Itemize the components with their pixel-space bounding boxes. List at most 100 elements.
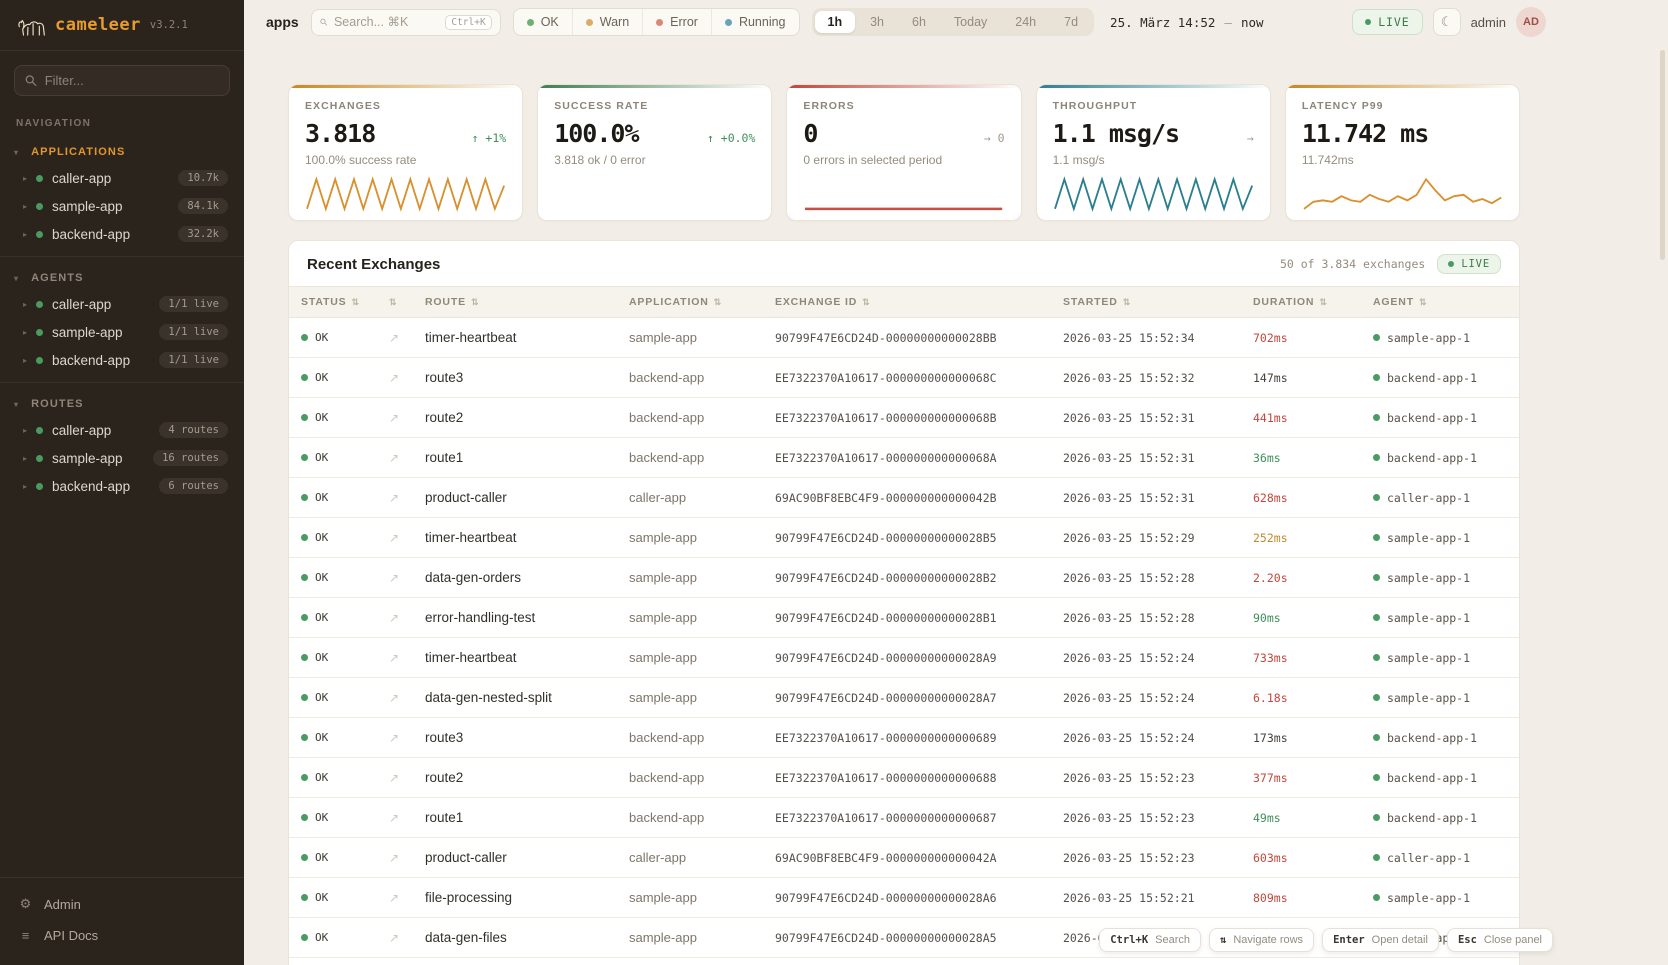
status-filter-running[interactable]: Running: [711, 9, 799, 35]
chevron-right-icon[interactable]: ▸: [23, 300, 27, 309]
expand-row-icon[interactable]: ↗: [389, 491, 425, 505]
chevron-right-icon[interactable]: ▸: [23, 328, 27, 337]
column-header-duration[interactable]: DURATION⇅: [1253, 296, 1373, 308]
time-range-display[interactable]: 25. März 14:52 — now: [1110, 15, 1263, 30]
sort-icon[interactable]: ⇅: [471, 297, 479, 308]
time-range-1h[interactable]: 1h: [815, 11, 856, 33]
table-row[interactable]: OK↗route2backend-appEE7322370A10617-0000…: [289, 758, 1519, 798]
column-header-application[interactable]: APPLICATION⇅: [629, 296, 775, 308]
chevron-down-icon[interactable]: ▾: [14, 400, 19, 409]
sort-icon[interactable]: ⇅: [1319, 297, 1327, 308]
column-header-agent[interactable]: AGENT⇅: [1373, 296, 1519, 308]
scrollbar-thumb[interactable]: [1660, 50, 1665, 260]
status-filter-warn[interactable]: Warn: [572, 9, 642, 35]
table-live-badge[interactable]: LIVE: [1437, 254, 1501, 274]
sidebar-section-header[interactable]: ▾AGENTS: [0, 263, 244, 290]
sidebar-item-backend-app[interactable]: ▸backend-app1/1 live: [0, 346, 244, 374]
time-range-today[interactable]: Today: [941, 11, 1000, 33]
expand-row-icon[interactable]: ↗: [389, 811, 425, 825]
chevron-down-icon[interactable]: ▾: [14, 148, 19, 157]
sidebar-item-sample-app[interactable]: ▸sample-app16 routes: [0, 444, 244, 472]
theme-toggle-button[interactable]: ☾: [1433, 8, 1461, 36]
table-row[interactable]: OK↗timer-heartbeatsample-app90799F47E6CD…: [289, 318, 1519, 358]
sidebar-filter[interactable]: [14, 65, 230, 96]
column-header-status[interactable]: STATUS⇅: [301, 296, 389, 308]
column-header-exchange-id[interactable]: EXCHANGE ID⇅: [775, 296, 1063, 308]
sort-icon[interactable]: ⇅: [389, 297, 397, 308]
expand-row-icon[interactable]: ↗: [389, 731, 425, 745]
table-row[interactable]: OK↗route2backend-appEE7322370A10617-0000…: [289, 398, 1519, 438]
sidebar-item-backend-app[interactable]: ▸backend-app32.2k: [0, 220, 244, 248]
sidebar-item-caller-app[interactable]: ▸caller-app10.7k: [0, 164, 244, 192]
table-row[interactable]: OK↗file-processingsample-app90799F47E6CD…: [289, 878, 1519, 918]
table-row[interactable]: OK↗product-callercaller-app69AC90BF8EBC4…: [289, 838, 1519, 878]
table-row[interactable]: OK↗timer-heartbeatsample-app90799F47E6CD…: [289, 518, 1519, 558]
live-toggle[interactable]: LIVE: [1352, 9, 1422, 35]
sort-icon[interactable]: ⇅: [714, 297, 722, 308]
table-row[interactable]: OK↗product-callercaller-app69AC90BF8EBC4…: [289, 478, 1519, 518]
sort-icon[interactable]: ⇅: [862, 297, 870, 308]
chevron-down-icon[interactable]: ▾: [14, 274, 19, 283]
table-row[interactable]: OK↗timer-heartbeatsample-app90799F47E6CD…: [289, 638, 1519, 678]
expand-row-icon[interactable]: ↗: [389, 571, 425, 585]
expand-row-icon[interactable]: ↗: [389, 651, 425, 665]
status-filter-ok[interactable]: OK: [514, 9, 572, 35]
column-header-started[interactable]: STARTED⇅: [1063, 296, 1253, 308]
expand-row-icon[interactable]: ↗: [389, 371, 425, 385]
expand-row-icon[interactable]: ↗: [389, 411, 425, 425]
expand-row-icon[interactable]: ↗: [389, 331, 425, 345]
sort-icon[interactable]: ⇅: [1419, 297, 1427, 308]
sidebar-section-header[interactable]: ▾APPLICATIONS: [0, 137, 244, 164]
topbar-right: LIVE ☾ admin AD: [1352, 7, 1546, 37]
duration-cell: 147ms: [1253, 371, 1373, 385]
user-name[interactable]: admin: [1471, 15, 1506, 30]
table-row[interactable]: OK↗route1backend-appEE7322370A10617-0000…: [289, 798, 1519, 838]
time-range-3h[interactable]: 3h: [857, 11, 897, 33]
expand-row-icon[interactable]: ↗: [389, 611, 425, 625]
chevron-right-icon[interactable]: ▸: [23, 454, 27, 463]
time-range-7d[interactable]: 7d: [1051, 11, 1091, 33]
shortcut-label: Close panel: [1484, 934, 1542, 946]
sidebar-item-sample-app[interactable]: ▸sample-app84.1k: [0, 192, 244, 220]
time-range-24h[interactable]: 24h: [1002, 11, 1049, 33]
sidebar-section-header[interactable]: ▾ROUTES: [0, 389, 244, 416]
chevron-right-icon[interactable]: ▸: [23, 356, 27, 365]
column-header-expand[interactable]: ⇅: [389, 297, 425, 308]
expand-row-icon[interactable]: ↗: [389, 771, 425, 785]
time-range-6h[interactable]: 6h: [899, 11, 939, 33]
expand-row-icon[interactable]: ↗: [389, 851, 425, 865]
expand-row-icon[interactable]: ↗: [389, 691, 425, 705]
sort-icon[interactable]: ⇅: [1123, 297, 1131, 308]
table-row[interactable]: OK↗route1backend-appEE7322370A10617-0000…: [289, 438, 1519, 478]
expand-row-icon[interactable]: ↗: [389, 531, 425, 545]
sidebar-filter-input[interactable]: [45, 73, 219, 88]
sidebar-footer-admin[interactable]: ⚙Admin: [0, 888, 244, 920]
expand-row-icon[interactable]: ↗: [389, 451, 425, 465]
avatar[interactable]: AD: [1516, 7, 1546, 37]
expand-row-icon[interactable]: ↗: [389, 931, 425, 945]
sidebar-item-backend-app[interactable]: ▸backend-app6 routes: [0, 472, 244, 500]
expand-row-icon[interactable]: ↗: [389, 891, 425, 905]
status-dot-icon: [301, 694, 308, 701]
sort-icon[interactable]: ⇅: [351, 297, 359, 308]
chevron-right-icon[interactable]: ▸: [23, 174, 27, 183]
column-header-route[interactable]: ROUTE⇅: [425, 296, 629, 308]
exchange-id-cell: EE7322370A10617-0000000000000688: [775, 771, 1063, 785]
app-version: v3.2.1: [150, 19, 188, 31]
status-filter-error[interactable]: Error: [642, 9, 711, 35]
sidebar-item-caller-app[interactable]: ▸caller-app4 routes: [0, 416, 244, 444]
chevron-right-icon[interactable]: ▸: [23, 426, 27, 435]
search-input[interactable]: [334, 15, 438, 29]
sidebar-item-sample-app[interactable]: ▸sample-app1/1 live: [0, 318, 244, 346]
table-row[interactable]: OK↗data-gen-orderssample-app90799F47E6CD…: [289, 558, 1519, 598]
sidebar-footer-api-docs[interactable]: ≡API Docs: [0, 920, 244, 951]
table-row[interactable]: OK↗route3backend-appEE7322370A10617-0000…: [289, 718, 1519, 758]
table-row[interactable]: OK↗route3backend-appEE7322370A10617-0000…: [289, 358, 1519, 398]
global-search[interactable]: Ctrl+K: [311, 9, 501, 36]
table-row[interactable]: OK↗error-handling-testsample-app90799F47…: [289, 598, 1519, 638]
table-row[interactable]: OK↗data-gen-nested-splitsample-app90799F…: [289, 678, 1519, 718]
chevron-right-icon[interactable]: ▸: [23, 482, 27, 491]
chevron-right-icon[interactable]: ▸: [23, 202, 27, 211]
chevron-right-icon[interactable]: ▸: [23, 230, 27, 239]
sidebar-item-caller-app[interactable]: ▸caller-app1/1 live: [0, 290, 244, 318]
